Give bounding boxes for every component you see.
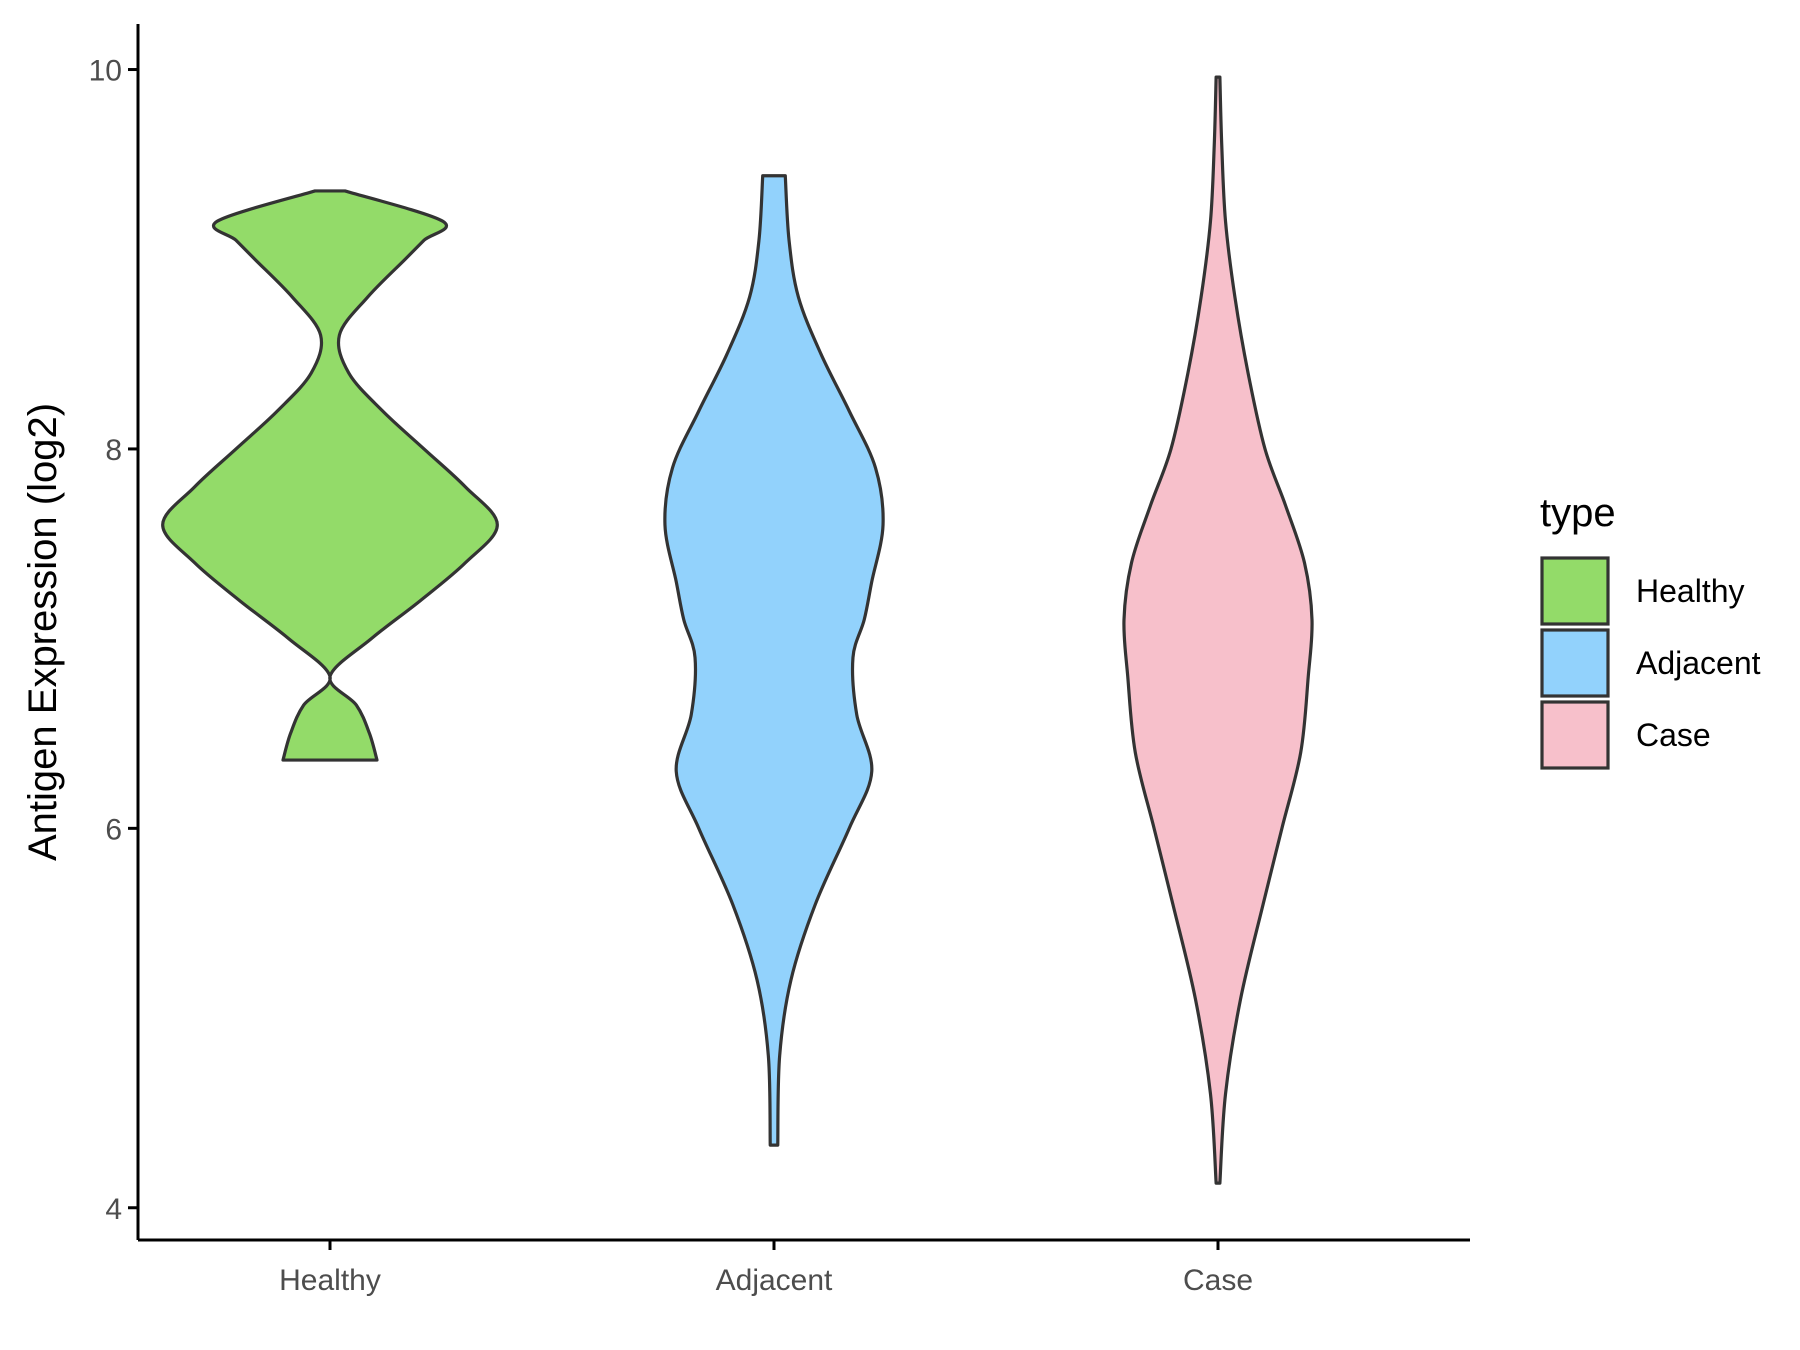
legend-key-healthy (1540, 556, 1610, 626)
legend-key-adjacent (1540, 628, 1610, 698)
y-tick-label: 6 (105, 813, 122, 846)
x-tick-label: Case (1183, 1264, 1253, 1297)
legend-label-case: Case (1636, 717, 1711, 753)
y-axis-title: Antigen Expression (log2) (21, 403, 65, 861)
legend-key-case (1540, 700, 1610, 770)
x-tick-label: Adjacent (716, 1264, 833, 1297)
x-tick-label: Healthy (279, 1264, 381, 1297)
y-tick-label: 10 (89, 55, 122, 88)
violin-adjacent (663, 174, 885, 1147)
x-ticks: Healthy Adjacent Case (279, 1240, 1253, 1297)
legend-title: type (1540, 491, 1616, 535)
violin-case (1122, 75, 1314, 1185)
legend-label-adjacent: Adjacent (1636, 645, 1761, 681)
legend-label-healthy: Healthy (1636, 573, 1745, 609)
violin-healthy (161, 189, 499, 762)
violin-layer (161, 75, 1314, 1185)
y-tick-label: 4 (105, 1193, 122, 1226)
legend: type Healthy Adjacent Case (1540, 491, 1761, 770)
y-ticks: 4 6 8 10 (89, 55, 138, 1226)
y-tick-label: 8 (105, 434, 122, 467)
